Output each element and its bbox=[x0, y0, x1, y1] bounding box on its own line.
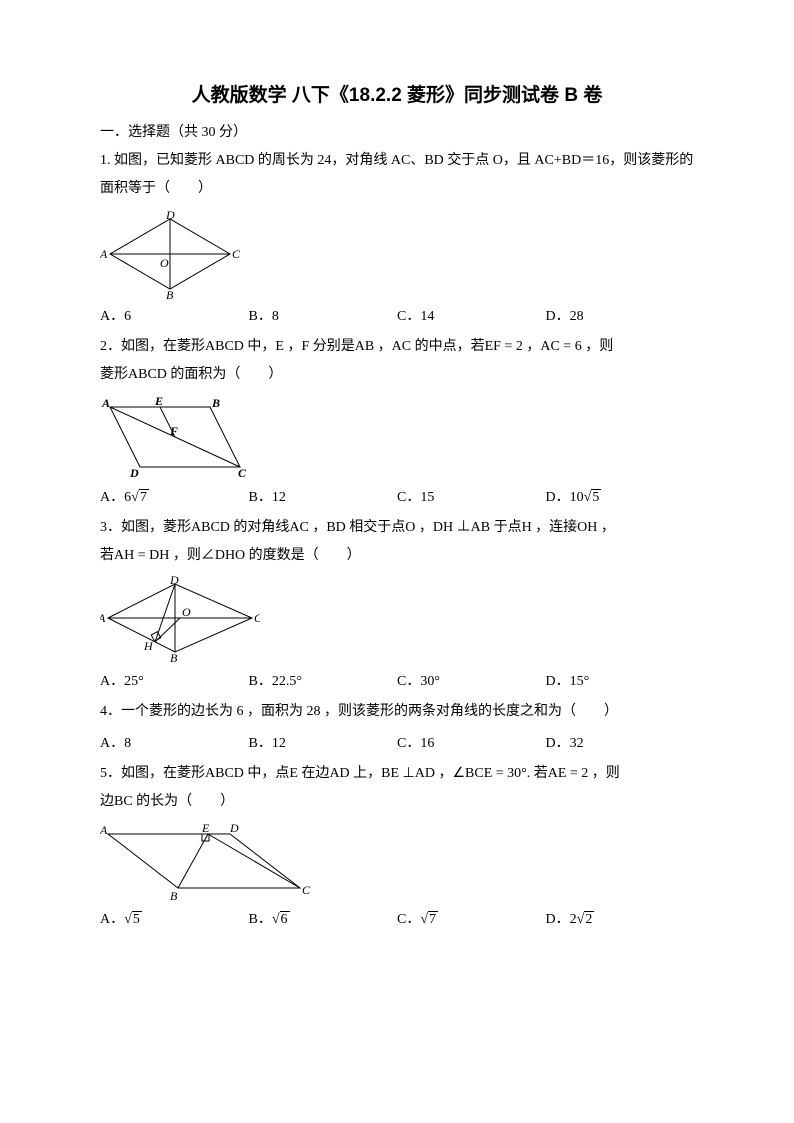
q2-optA-radicand: 7 bbox=[139, 489, 149, 505]
rhombus-be-diagram-icon: A E D B C bbox=[100, 822, 310, 902]
svg-text:E: E bbox=[154, 395, 163, 408]
q1-line2: 面积等于（ ） bbox=[100, 175, 694, 203]
q5-optC-radicand: 7 bbox=[428, 911, 438, 927]
svg-text:E: E bbox=[201, 822, 210, 835]
q3-options: A．25° B．22.5° C．30° D．15° bbox=[100, 670, 694, 690]
svg-text:D: D bbox=[229, 822, 239, 835]
svg-text:C: C bbox=[254, 611, 260, 625]
q1-options: A．6 B．8 C．14 D．28 bbox=[100, 305, 694, 325]
svg-text:B: B bbox=[166, 288, 174, 299]
rhombus-ef-diagram-icon: A E B D C F bbox=[100, 395, 270, 480]
q2-line2: 菱形ABCD 的面积为（ ） bbox=[100, 361, 694, 389]
q3-optD: D．15° bbox=[546, 670, 695, 690]
svg-text:C: C bbox=[238, 466, 247, 480]
q5-options: A．√5 B．√6 C．√7 D．2√2 bbox=[100, 908, 694, 928]
svg-text:B: B bbox=[170, 889, 178, 902]
q5-figure: A E D B C bbox=[100, 822, 694, 902]
page-title: 人教版数学 八下《18.2.2 菱形》同步测试卷 B 卷 bbox=[100, 80, 694, 107]
q2-optD-coef: D．10 bbox=[546, 490, 584, 505]
q2-line1: 2．如图，在菱形ABCD 中，E ，F 分别是AB ，AC 的中点，若EF = … bbox=[100, 333, 694, 361]
q5-optC: C．√7 bbox=[397, 908, 546, 928]
svg-text:A: A bbox=[101, 396, 110, 410]
q1-figure: A B C D O bbox=[100, 209, 694, 299]
q3-figure: A B C D O H bbox=[100, 576, 694, 664]
q5-optB: B．√6 bbox=[249, 908, 398, 928]
svg-text:C: C bbox=[302, 883, 310, 897]
q2-optD: D．10√5 bbox=[546, 486, 695, 506]
svg-text:B: B bbox=[211, 396, 220, 410]
q2-optA: A．6√7 bbox=[100, 486, 249, 506]
svg-text:A: A bbox=[100, 247, 108, 261]
question-4: 4．一个菱形的边长为 6 ，面积为 28 ，则该菱形的两条对角线的长度之和为（ … bbox=[100, 698, 694, 726]
svg-text:F: F bbox=[169, 424, 178, 438]
q2-optD-radicand: 5 bbox=[591, 489, 601, 505]
page: 人教版数学 八下《18.2.2 菱形》同步测试卷 B 卷 一．选择题（共 30 … bbox=[0, 0, 794, 1123]
svg-text:D: D bbox=[169, 576, 179, 587]
svg-text:D: D bbox=[129, 466, 139, 480]
question-2: 2．如图，在菱形ABCD 中，E ，F 分别是AB ，AC 的中点，若EF = … bbox=[100, 333, 694, 389]
q2-optC: C．15 bbox=[397, 486, 546, 506]
q1-line1: 1. 如图，已知菱形 ABCD 的周长为 24，对角线 AC、BD 交于点 O，… bbox=[100, 147, 694, 175]
q3-optA: A．25° bbox=[100, 670, 249, 690]
q5-line1: 5．如图，在菱形ABCD 中，点E 在边AD 上，BE ⊥AD ，∠BCE = … bbox=[100, 760, 694, 788]
q4-optD: D．32 bbox=[546, 732, 695, 752]
q2-figure: A E B D C F bbox=[100, 395, 694, 480]
rhombus-diagram-icon: A B C D O bbox=[100, 209, 240, 299]
q5-line2: 边BC 的长为（ ） bbox=[100, 788, 694, 816]
question-3: 3．如图，菱形ABCD 的对角线AC ，BD 相交于点O ，DH ⊥AB 于点H… bbox=[100, 514, 694, 570]
q2-optB: B．12 bbox=[249, 486, 398, 506]
rhombus-dh-diagram-icon: A B C D O H bbox=[100, 576, 260, 664]
q1-optB: B．8 bbox=[249, 305, 398, 325]
q3-line1: 3．如图，菱形ABCD 的对角线AC ，BD 相交于点O ，DH ⊥AB 于点H… bbox=[100, 514, 694, 542]
q5-optA: A．√5 bbox=[100, 908, 249, 928]
q1-optD: D．28 bbox=[546, 305, 695, 325]
q5-optD: D．2√2 bbox=[546, 908, 695, 928]
q1-optA: A．6 bbox=[100, 305, 249, 325]
q5-optA-radicand: 5 bbox=[132, 911, 142, 927]
svg-text:H: H bbox=[143, 639, 154, 653]
svg-text:O: O bbox=[160, 256, 169, 270]
question-5: 5．如图，在菱形ABCD 中，点E 在边AD 上，BE ⊥AD ，∠BCE = … bbox=[100, 760, 694, 816]
svg-text:B: B bbox=[170, 651, 178, 664]
q2-options: A．6√7 B．12 C．15 D．10√5 bbox=[100, 486, 694, 506]
q3-line2: 若AH = DH ，则∠DHO 的度数是（ ） bbox=[100, 542, 694, 570]
q5-optD-radicand: 2 bbox=[584, 911, 594, 927]
q2-optA-coef: A．6 bbox=[100, 490, 131, 505]
svg-text:C: C bbox=[232, 247, 240, 261]
q4-line1: 4．一个菱形的边长为 6 ，面积为 28 ，则该菱形的两条对角线的长度之和为（ … bbox=[100, 698, 694, 726]
section-header: 一．选择题（共 30 分） bbox=[100, 121, 694, 141]
q4-optC: C．16 bbox=[397, 732, 546, 752]
svg-text:A: A bbox=[100, 611, 106, 625]
q3-optB: B．22.5° bbox=[249, 670, 398, 690]
q4-optB: B．12 bbox=[249, 732, 398, 752]
q5-optD-coef: 2 bbox=[570, 912, 577, 927]
q4-options: A．8 B．12 C．16 D．32 bbox=[100, 732, 694, 752]
svg-text:D: D bbox=[165, 209, 175, 222]
q4-optA: A．8 bbox=[100, 732, 249, 752]
q3-optC: C．30° bbox=[397, 670, 546, 690]
svg-text:A: A bbox=[100, 823, 108, 837]
question-1: 1. 如图，已知菱形 ABCD 的周长为 24，对角线 AC、BD 交于点 O，… bbox=[100, 147, 694, 203]
q5-optB-radicand: 6 bbox=[280, 911, 290, 927]
svg-text:O: O bbox=[182, 605, 191, 619]
q1-optC: C．14 bbox=[397, 305, 546, 325]
